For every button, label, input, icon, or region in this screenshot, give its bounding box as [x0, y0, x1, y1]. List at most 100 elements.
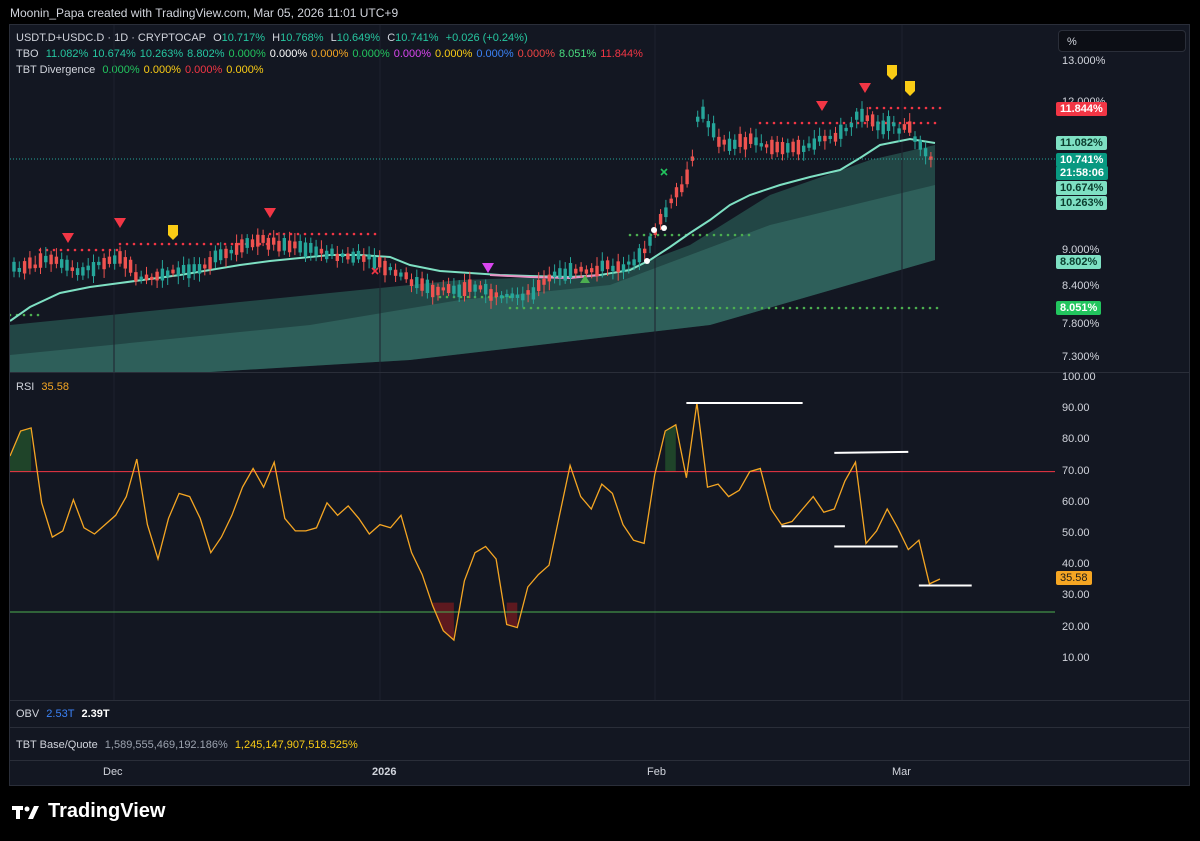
price-chart[interactable] — [10, 25, 1055, 372]
level-dot — [691, 233, 695, 237]
rsi-legend[interactable]: RSI 35.58 — [16, 381, 73, 393]
time-axis-label: Dec — [103, 766, 123, 778]
level-dot — [209, 242, 213, 246]
level-dot — [919, 121, 923, 125]
pane-separator[interactable] — [10, 727, 1189, 728]
level-dot — [765, 121, 769, 125]
tbt-bq-label[interactable]: TBT Base/Quote — [16, 739, 98, 751]
level-dot — [889, 106, 893, 110]
candle-body — [399, 272, 403, 277]
candle-body — [362, 255, 366, 262]
candle-body — [696, 116, 700, 122]
candle-body — [287, 240, 292, 253]
level-dot — [543, 306, 547, 310]
level-dot — [788, 306, 792, 310]
level-dot — [592, 306, 596, 310]
candle-body — [791, 141, 795, 153]
candle-body — [208, 257, 212, 270]
candle-body — [590, 268, 594, 273]
level-dot — [36, 313, 40, 317]
candle-body — [219, 249, 223, 261]
candle-body — [584, 269, 589, 274]
level-dot — [438, 295, 442, 299]
tbo-label[interactable]: TBO — [16, 48, 39, 60]
candle-body — [701, 106, 705, 119]
symbol-name[interactable]: USDT.D+USDC.D · 1D · CRYPTOCAP — [16, 32, 206, 44]
candle-body — [685, 169, 689, 185]
level-dot — [571, 306, 575, 310]
level-dot — [125, 242, 129, 246]
level-dot — [160, 242, 164, 246]
signal-markers — [62, 65, 915, 283]
obv-label[interactable]: OBV — [16, 708, 40, 720]
candle-body — [749, 133, 753, 144]
rsi-chart[interactable] — [10, 373, 1055, 700]
rsi-axis-label: 40.00 — [1062, 558, 1090, 571]
high-label: H — [272, 32, 281, 44]
price-tag: 11.082% — [1056, 136, 1107, 150]
rsi-line — [10, 402, 941, 642]
candle-body — [134, 272, 138, 282]
level-dot — [898, 121, 902, 125]
yellow-flag-icon — [905, 81, 915, 96]
candle-body — [346, 253, 350, 260]
candle-body — [876, 121, 880, 131]
level-dot — [174, 242, 178, 246]
level-dot — [844, 306, 848, 310]
level-dot — [893, 306, 897, 310]
level-dot — [627, 306, 631, 310]
tbo-value: 0.000% — [476, 48, 514, 60]
time-axis-label: 2026 — [372, 766, 397, 778]
candle-body — [632, 259, 636, 266]
tbo-cloud — [10, 145, 935, 372]
level-dot — [774, 306, 778, 310]
level-dot — [697, 306, 701, 310]
level-dot — [914, 306, 918, 310]
candle-body — [881, 120, 885, 135]
candle-body — [383, 260, 387, 276]
level-dot — [634, 306, 638, 310]
candle-body — [886, 116, 891, 131]
yellow-flag-icon — [168, 225, 178, 240]
level-dot — [705, 233, 709, 237]
pane-separator[interactable] — [10, 700, 1189, 701]
level-dot — [167, 242, 171, 246]
tbt-base-quote-legend[interactable]: TBT Base/Quote 1,589,555,469,192.186% 1,… — [16, 739, 362, 751]
candle-body — [54, 256, 59, 264]
level-dot — [296, 232, 300, 236]
divergence-value: 0.000% — [226, 64, 264, 76]
candle-body — [579, 266, 583, 272]
candle-body — [558, 268, 562, 278]
candle-body — [213, 250, 218, 263]
symbol-legend[interactable]: USDT.D+USDC.D · 1D · CRYPTOCAP O10.717% … — [16, 32, 532, 44]
level-dot — [10, 313, 12, 317]
candle-body — [595, 265, 599, 277]
candle-body — [643, 248, 647, 254]
candle-body — [425, 279, 430, 294]
candle-body — [229, 249, 233, 254]
price-tag: 11.844% — [1056, 102, 1107, 116]
candle-body — [468, 279, 472, 292]
level-dot — [690, 306, 694, 310]
pane-separator[interactable] — [10, 372, 1189, 373]
candle-body — [356, 250, 361, 260]
level-dot — [884, 121, 888, 125]
divergence-label[interactable]: TBT Divergence — [16, 64, 96, 76]
candle-body — [319, 248, 324, 254]
rsi-label[interactable]: RSI — [16, 381, 35, 393]
level-dot — [94, 248, 98, 252]
level-dot — [712, 233, 716, 237]
obv-legend[interactable]: OBV 2.53T 2.39T — [16, 708, 114, 720]
divergence-legend[interactable]: TBT Divergence 0.000% 0.000% 0.000% 0.000% — [16, 64, 268, 76]
candle-body — [160, 268, 165, 281]
high-value: 10.768% — [280, 32, 324, 44]
level-dot — [711, 306, 715, 310]
candle-body — [22, 261, 27, 274]
level-dot — [802, 306, 806, 310]
candle-body — [574, 268, 578, 274]
candle-body — [139, 276, 143, 281]
candle-body — [759, 143, 763, 147]
scale-mode-button[interactable]: % — [1058, 30, 1186, 52]
candle-body — [563, 268, 567, 281]
chart-frame[interactable] — [9, 24, 1190, 786]
